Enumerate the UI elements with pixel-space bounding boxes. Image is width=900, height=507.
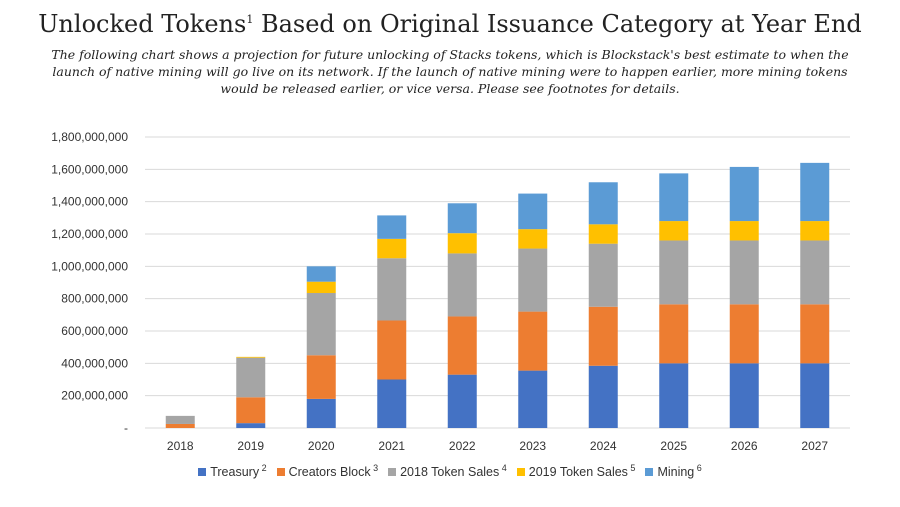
x-tick-label: 2026 [731,439,758,453]
bar-segment-2018-token-sales [729,240,759,305]
legend-swatch [198,468,207,477]
legend-label: Treasury [210,465,260,480]
legend-swatch [388,468,397,477]
y-tick-label: 600,000,000 [61,324,128,338]
legend-footnote: 4 [499,463,507,473]
bar-segment-treasury [659,363,689,428]
bar-segment-treasury [236,423,266,428]
legend-label: Mining [657,465,695,480]
chart-title-main: Unlocked Tokens [38,10,247,38]
bar-segment-2019-token-sales [729,221,759,241]
bar-segment-2018-token-sales [377,258,407,321]
y-tick-label: 400,000,000 [61,356,128,370]
bar-segment-2018-token-sales [800,240,830,305]
y-tick-label: 1,600,000,000 [51,162,128,176]
bar-segment-2018-token-sales [588,243,618,307]
chart-title-rest: Based on Original Issuance Category at Y… [260,10,862,38]
bar-segment-mining [588,182,618,225]
legend-label: Creators Block [288,465,371,480]
x-tick-label: 2020 [308,439,335,453]
x-tick-label: 2025 [660,439,687,453]
legend-label: 2018 Token Sales [400,465,500,480]
y-tick-label: 200,000,000 [61,389,128,403]
bar-segment-mining [518,193,548,230]
legend-item: 2019 Token Sales 5 [516,463,636,480]
legend-label: 2019 Token Sales [528,465,628,480]
legend-footnote: 6 [694,463,702,473]
chart-subtitle: The following chart shows a projection f… [51,47,849,96]
bar-segment-2019-token-sales [306,281,336,294]
bar-segment-2019-token-sales [518,229,548,249]
bar-segment-2019-token-sales [447,233,477,254]
y-tick-label: 800,000,000 [61,292,128,306]
bar-segment-2018-token-sales [447,253,477,317]
chart-legend: Treasury 2 Creators Block 3 2018 Token Sal… [0,463,900,479]
legend-item: Creators Block 3 [276,463,379,480]
bar-segment-creators-block [236,397,266,424]
bar-segment-treasury [729,363,759,428]
bar-segment-creators-block [659,304,689,364]
bar-segment-2019-token-sales [377,238,407,259]
bar-segment-2018-token-sales [659,240,689,305]
legend-item: Treasury 2 [198,463,267,480]
bar-segment-2019-token-sales [659,221,689,241]
bar-segment-2018-token-sales [236,357,266,398]
legend-footnote: 3 [370,463,379,473]
x-tick-label: 2019 [237,439,264,453]
x-tick-label: 2022 [449,439,476,453]
bar-segment-2018-token-sales [518,248,548,312]
legend-swatch [276,468,285,477]
bar-segment-mining [659,173,689,222]
bar-segment-creators-block [588,306,618,366]
x-tick-label: 2023 [519,439,546,453]
legend-footnote: 2 [259,463,267,473]
legend-footnote: 5 [627,463,636,473]
bar-segment-2019-token-sales [588,224,618,244]
bar-segment-creators-block [306,355,336,399]
bar-segment-2018-token-sales [165,415,195,424]
y-tick-label: 1,000,000,000 [51,259,128,273]
chart-title-footnote: 1 [246,13,254,26]
bar-segment-treasury [447,374,477,428]
bar-segment-creators-block [800,304,830,364]
bar-segment-mining [377,215,407,239]
y-tick-label: - [124,421,128,435]
x-tick-label: 2027 [801,439,828,453]
y-tick-label: 1,200,000,000 [51,227,128,241]
y-tick-label: 1,400,000,000 [51,195,128,209]
bar-segment-mining [447,203,477,234]
bar-segment-creators-block [165,423,195,428]
x-tick-label: 2024 [590,439,617,453]
bar-segment-mining [306,266,336,282]
bar-segment-treasury [377,379,407,428]
bar-segment-2019-token-sales [800,221,830,241]
bar-segment-treasury [306,398,336,428]
bar-segment-2019-token-sales [236,356,266,358]
y-tick-label: 1,800,000,000 [51,130,128,144]
bar-segment-2018-token-sales [306,293,336,356]
bar-segment-treasury [588,365,618,428]
bar-segment-mining [800,162,830,222]
bar-segment-creators-block [447,316,477,375]
bar-segment-creators-block [518,311,548,371]
bar-segment-treasury [518,370,548,428]
legend-swatch [516,468,525,477]
bar-segment-creators-block [729,304,759,364]
bar-segment-creators-block [377,320,407,380]
legend-swatch [645,468,654,477]
x-tick-label: 2021 [378,439,405,453]
legend-item: Mining 6 [645,463,702,480]
bar-segment-mining [729,166,759,222]
chart-title: Unlocked Tokens1 Based on Original Issua… [0,10,900,38]
bar-segment-treasury [800,363,830,428]
legend-item: 2018 Token Sales 4 [388,463,507,479]
x-tick-label: 2018 [167,439,194,453]
